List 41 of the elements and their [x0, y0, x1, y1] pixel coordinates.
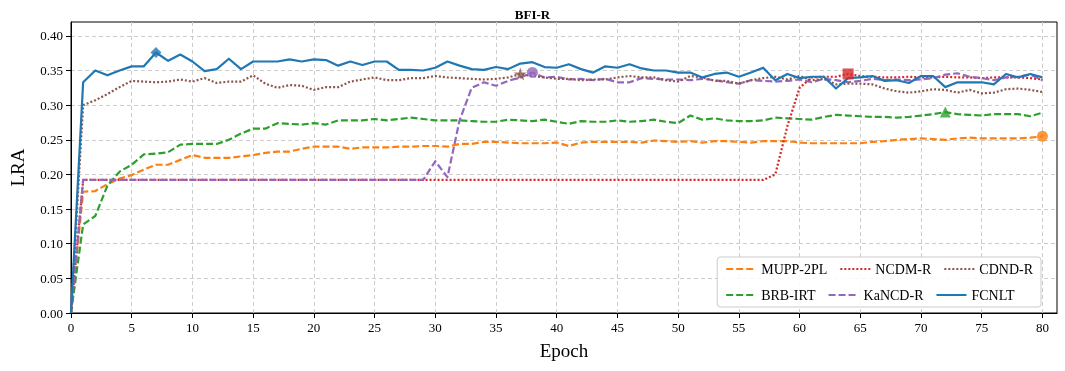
x-tick-label: 20	[307, 320, 321, 335]
x-tick-label: 40	[550, 320, 564, 335]
x-axis-title: Epoch	[539, 340, 589, 361]
x-tick-label: 70	[914, 320, 928, 335]
x-tick-label: 80	[1035, 320, 1049, 335]
point	[150, 46, 162, 58]
legend-label: BRB-IRT	[761, 287, 817, 303]
y-tick-label: 0.00	[40, 305, 63, 321]
x-tick-label: 5	[128, 320, 135, 335]
y-tick-label: 0.05	[40, 270, 63, 286]
legend-label: NCDM-R	[875, 261, 932, 277]
point	[526, 67, 538, 79]
legend-label: MUPP-2PL	[761, 261, 828, 277]
legend-label: CDND-R	[979, 261, 1034, 277]
point	[842, 68, 854, 80]
y-tick-label: 0.15	[40, 201, 63, 217]
x-tick-label: 0	[67, 320, 75, 335]
point	[513, 67, 527, 81]
y-axis-title: LRA	[7, 148, 28, 187]
legend-label: FCNLT	[971, 287, 1015, 303]
point	[1036, 130, 1048, 142]
x-tick-label: 25	[368, 320, 382, 335]
x-tick-label: 75	[975, 320, 989, 335]
x-tick-label: 65	[853, 320, 867, 335]
x-tick-label: 10	[185, 320, 199, 335]
y-tick-label: 0.40	[40, 28, 63, 44]
y-tick-label: 0.10	[40, 236, 63, 252]
chart-title: BFI-R	[514, 7, 551, 22]
x-tick-label: 45	[610, 320, 624, 335]
y-tick-label: 0.35	[40, 63, 63, 78]
x-tick-label: 55	[732, 320, 746, 335]
x-tick-label: 30	[428, 320, 442, 335]
legend-label: KaNCD-R	[863, 287, 925, 303]
x-tick-label: 35	[489, 320, 503, 335]
point	[939, 106, 951, 118]
y-tick-label: 0.25	[40, 132, 63, 148]
x-tick-label: 15	[246, 320, 260, 335]
y-tick-label: 0.30	[40, 97, 63, 113]
y-tick-label: 0.20	[40, 166, 63, 182]
x-tick-label: 60	[793, 320, 807, 335]
x-tick-label: 50	[671, 320, 685, 335]
